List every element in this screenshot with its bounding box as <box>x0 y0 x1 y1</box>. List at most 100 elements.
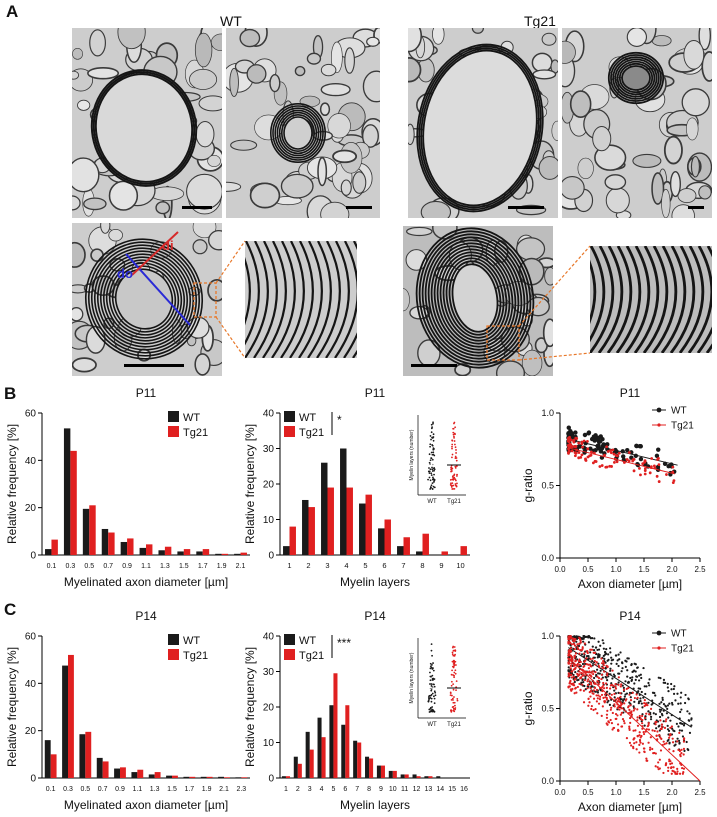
point-tg21 <box>641 462 645 466</box>
x-tick-label: 1.1 <box>132 786 142 793</box>
inset-point <box>453 676 456 679</box>
point-tg21 <box>570 670 573 673</box>
point-tg21 <box>654 765 657 768</box>
point-wt <box>604 675 607 679</box>
point-tg21 <box>643 469 647 472</box>
inset-dotplot: Myelin layers (number) WT Tg21 <box>409 415 466 505</box>
inset-point <box>454 660 457 663</box>
point-wt <box>647 681 650 685</box>
point-wt <box>615 662 618 665</box>
point-wt <box>637 679 641 682</box>
point-tg21 <box>639 741 642 744</box>
point-tg21 <box>649 746 652 749</box>
point-tg21 <box>619 713 622 716</box>
y-tick-label: 40 <box>25 679 37 690</box>
point-tg21 <box>600 657 603 660</box>
bar-tg21-1.7 <box>189 776 196 778</box>
inset-point <box>433 447 435 450</box>
bar-tg21-1.5 <box>183 549 191 555</box>
point-tg21 <box>580 453 584 457</box>
point-tg21 <box>636 696 639 699</box>
legend-marker <box>657 646 661 650</box>
point-tg21 <box>657 761 660 764</box>
point-wt <box>607 653 610 656</box>
inset-point <box>453 661 455 664</box>
point-tg21 <box>646 725 649 728</box>
point-tg21 <box>579 641 582 644</box>
legend-label-wt: WT <box>299 635 316 647</box>
point-wt <box>611 677 614 680</box>
scale-bar-icon <box>124 364 184 367</box>
inset-point <box>431 444 434 446</box>
point-wt <box>679 696 682 699</box>
point-tg21 <box>636 716 639 719</box>
x-tick-label: 1.0 <box>610 788 622 797</box>
inset-point <box>431 692 434 695</box>
point-tg21 <box>665 762 668 765</box>
point-wt <box>639 697 642 700</box>
point-tg21 <box>635 741 638 744</box>
point-wt <box>622 699 625 702</box>
point-wt <box>683 749 686 753</box>
bar-wt-0.7 <box>96 757 103 778</box>
point-tg21 <box>650 457 654 460</box>
point-wt <box>679 710 682 714</box>
x-tick-label: 1.0 <box>610 565 622 574</box>
point-tg21 <box>582 439 586 443</box>
inset-y-label: Myelin layers (number) <box>409 429 415 480</box>
point-tg21 <box>641 718 644 722</box>
point-wt <box>614 654 617 657</box>
inset-point <box>450 698 453 701</box>
point-tg21 <box>590 671 593 674</box>
point-tg21 <box>571 687 574 691</box>
inset-point <box>452 431 455 434</box>
point-wt <box>573 680 576 684</box>
y-tick-label: 0.5 <box>541 704 554 714</box>
inset-point <box>431 482 434 485</box>
point-tg21 <box>587 704 590 707</box>
point-tg21 <box>632 729 635 732</box>
point-tg21 <box>670 762 674 765</box>
point-tg21 <box>614 687 618 690</box>
point-tg21 <box>669 766 673 770</box>
x-tick-label: 0.7 <box>98 786 108 793</box>
label-di: di <box>162 238 174 253</box>
point-tg21 <box>579 649 582 652</box>
scale-bar-icon <box>182 206 212 209</box>
point-wt <box>639 673 642 676</box>
point-wt <box>661 698 664 701</box>
x-tick-label: 12 <box>413 786 421 793</box>
point-tg21 <box>664 720 667 723</box>
point-tg21 <box>641 714 644 718</box>
inset-point <box>431 436 433 439</box>
y-tick-label: 0.0 <box>541 553 554 563</box>
legend-swatch <box>284 649 295 660</box>
inset-point <box>431 488 434 490</box>
inset-point <box>433 486 436 489</box>
point-tg21 <box>682 747 686 751</box>
point-wt <box>616 659 619 662</box>
point-wt <box>678 729 681 732</box>
inset-point <box>428 467 430 469</box>
inset-point <box>452 484 455 487</box>
point-tg21 <box>619 695 622 698</box>
bar-tg21-3 <box>327 487 334 555</box>
point-wt <box>666 682 669 685</box>
point-wt <box>677 739 681 742</box>
legend-swatch <box>284 411 295 422</box>
point-tg21 <box>595 688 599 691</box>
point-wt <box>649 718 653 721</box>
point-tg21 <box>611 448 615 452</box>
point-tg21 <box>587 663 590 666</box>
point-tg21 <box>656 458 659 461</box>
point-tg21 <box>681 766 684 770</box>
inset-point <box>456 698 459 700</box>
point-tg21 <box>681 772 684 775</box>
point-tg21 <box>667 766 670 769</box>
point-wt <box>582 640 585 643</box>
inset-point <box>453 701 456 704</box>
point-tg21 <box>568 648 571 652</box>
point-tg21 <box>682 753 685 756</box>
x-tick-label: 9 <box>379 786 383 793</box>
bar-tg21-0.1 <box>51 539 58 555</box>
